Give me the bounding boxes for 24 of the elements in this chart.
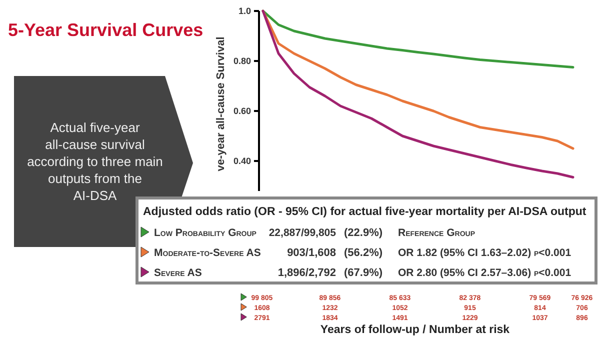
text: OR 2.80 (95% CI 2.57–3.06) p<0.001 (398, 267, 572, 279)
y-tick-label: 0.80 (233, 56, 251, 66)
legend-label: Low Probability Group (154, 227, 257, 239)
line-series (262, 10, 574, 178)
text: OR 1.82 (95% CI 1.63–2.02) p<0.001 (398, 247, 572, 259)
text: 5-Year Survival Curves (8, 20, 204, 40)
y-tick-label: 0.40 (233, 156, 251, 166)
line-series (262, 10, 574, 68)
text: 903/1,608 (287, 247, 336, 259)
text: (67.9%) (344, 267, 383, 279)
y-tick-label: 1.0 (238, 6, 251, 16)
line-series (262, 10, 574, 150)
text: 22,887/99,805 (268, 227, 336, 239)
text: (56.2%) (344, 247, 383, 259)
text: Reference Group (398, 227, 476, 239)
y-tick-label: 0.60 (233, 106, 251, 116)
text: Years of follow-up / Number at risk (320, 324, 510, 336)
text: (22.9%) (344, 227, 383, 239)
y-axis-title: ve-year all-cause Survival (215, 36, 227, 172)
legend-label: Moderate-to-Severe AS (154, 247, 261, 259)
text: 1,896/2,792 (278, 267, 336, 279)
text: Actual five-year all-cause survival according to three main outputs from the AI-DSA (27, 120, 163, 203)
legend-label: Severe AS (154, 267, 202, 279)
text: Adjusted odds ratio (OR - 95% CI) for actual five-year mortality per AI-DSA output (143, 206, 586, 218)
